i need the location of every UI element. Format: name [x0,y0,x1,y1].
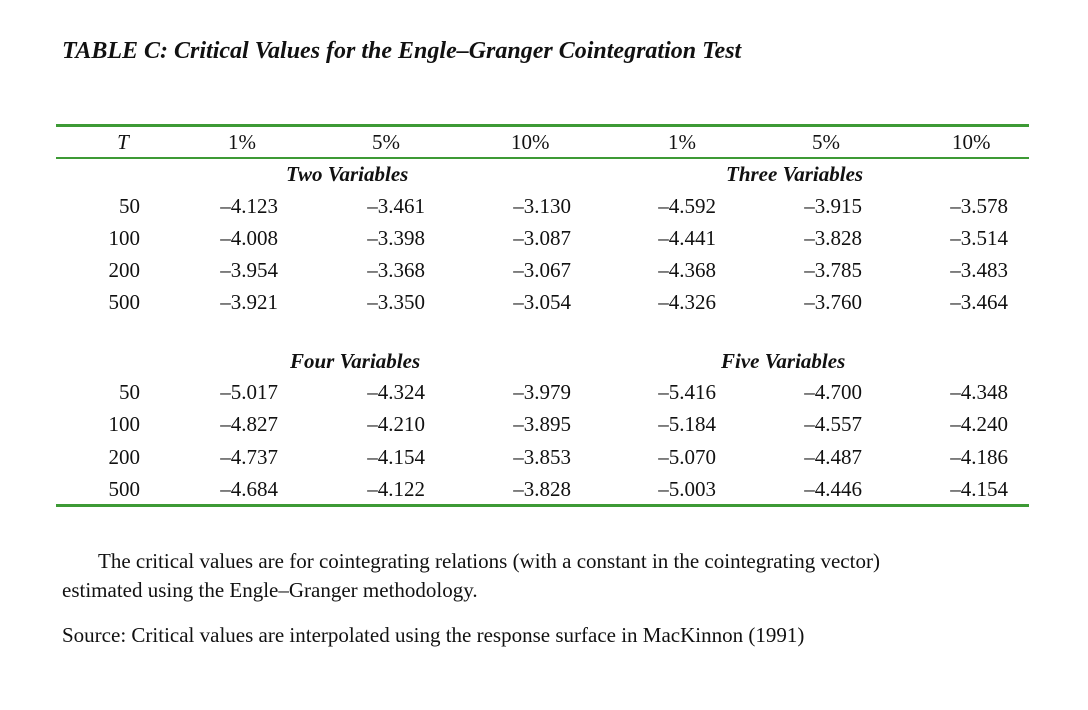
row-t: 100 [108,226,141,250]
table-cell: –3.514 [950,226,1008,250]
table-cell: –4.487 [804,445,862,469]
row-t: 100 [108,412,141,436]
table-cell: –3.895 [513,412,571,436]
row-t: 200 [108,258,141,282]
row-t: 500 [108,290,141,314]
table-cell: –3.578 [950,194,1008,218]
group-label-left: Two Variables [286,162,409,186]
table-cell: –3.464 [950,290,1008,314]
column-header: 1% [228,130,256,154]
table-top-rule [56,124,1029,127]
table-cell: –3.921 [220,290,278,314]
table-cell: –3.954 [220,258,278,282]
table-cell: –4.324 [367,380,425,404]
table-cell: –3.087 [513,226,571,250]
table-cell: –5.070 [658,445,716,469]
table-cell: –3.853 [513,445,571,469]
table-cell: –3.368 [367,258,425,282]
source-note: Source: Critical values are interpolated… [62,623,805,647]
table-cell: –3.130 [513,194,571,218]
table-cell: –5.416 [658,380,716,404]
row-t: 500 [108,477,141,501]
note-line-1: The critical values are for cointegratin… [98,549,880,573]
note-line-2: estimated using the Engle–Granger method… [62,578,478,602]
table-cell: –3.398 [367,226,425,250]
table-cell: –3.054 [513,290,571,314]
table-cell: –4.122 [367,477,425,501]
table-cell: –5.184 [658,412,716,436]
column-header: 10% [952,130,991,154]
column-header: 5% [812,130,840,154]
table-cell: –4.827 [220,412,278,436]
table-cell: –4.008 [220,226,278,250]
table-cell: –3.760 [804,290,862,314]
table-cell: –4.154 [950,477,1008,501]
table-cell: –4.186 [950,445,1008,469]
table-title: TABLE C: Critical Values for the Engle–G… [62,38,742,64]
row-t: 50 [119,194,140,218]
table-cell: –3.461 [367,194,425,218]
table-bottom-rule [56,504,1029,507]
table-cell: –4.154 [367,445,425,469]
table-cell: –4.326 [658,290,716,314]
table-cell: –4.446 [804,477,862,501]
table-cell: –4.700 [804,380,862,404]
table-cell: –4.737 [220,445,278,469]
table-cell: –3.979 [513,380,571,404]
group-label-right: Five Variables [721,349,846,373]
column-header: 5% [372,130,400,154]
table-cell: –4.684 [220,477,278,501]
table-cell: –3.828 [804,226,862,250]
table-cell: –4.592 [658,194,716,218]
table-cell: –3.483 [950,258,1008,282]
table-cell: –4.557 [804,412,862,436]
table-cell: –4.348 [950,380,1008,404]
table-cell: –3.350 [367,290,425,314]
table-cell: –4.368 [658,258,716,282]
row-t: 200 [108,445,141,469]
table-header-rule [56,157,1029,159]
group-label-left: Four Variables [290,349,421,373]
row-t: 50 [119,380,140,404]
table-cell: –3.785 [804,258,862,282]
table-cell: –5.017 [220,380,278,404]
table-cell: –5.003 [658,477,716,501]
table-cell: –4.441 [658,226,716,250]
table-cell: –3.915 [804,194,862,218]
column-header-t: T [117,130,129,154]
table-cell: –4.210 [367,412,425,436]
group-label-right: Three Variables [726,162,864,186]
column-header: 1% [668,130,696,154]
table-cell: –3.828 [513,477,571,501]
table-cell: –4.240 [950,412,1008,436]
column-header: 10% [511,130,550,154]
table-cell: –4.123 [220,194,278,218]
table-cell: –3.067 [513,258,571,282]
